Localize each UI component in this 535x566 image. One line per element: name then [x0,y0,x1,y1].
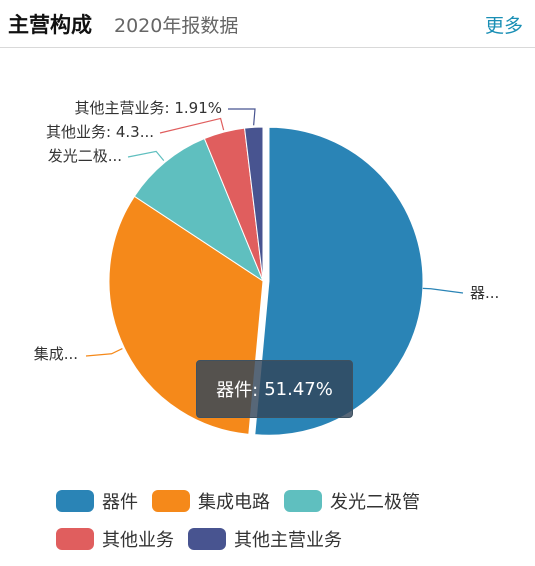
leader-line-0 [422,287,464,294]
more-link[interactable]: 更多 [484,15,523,37]
tooltip-name: 器件: [216,380,259,401]
chart-legend: 器件 集成电路 发光二极管其他业务 其他主营业务 [56,488,526,552]
leader-line-4 [228,108,256,126]
legend-item-1[interactable]: 集成电路 [152,488,270,514]
leader-line-1 [85,348,123,357]
legend-label: 器件 [102,492,138,513]
pie-slice-4[interactable] [244,126,264,282]
pie-slice-2[interactable] [133,137,265,283]
panel-title: 主营构成 [8,13,92,37]
leader-line-2 [127,150,165,161]
legend-item-3[interactable]: 其他业务 [56,526,174,552]
tooltip-value: 51.47% [264,378,333,400]
legend-label: 其他主营业务 [234,530,342,551]
legend-label: 其他业务 [102,530,174,551]
slice-label-2: 发光二极... [48,147,122,165]
pie-chart: 器... 集成... 发光二极... 其他业务: 4.3... 其他主营业务: 1.91… [34,99,499,436]
legend-label: 集成电路 [198,492,270,513]
slice-label-3: 其他业务: 4.3... [46,123,154,141]
panel-subtitle: 2020年报数据 [114,15,239,37]
slice-label-0: 器... [470,284,499,302]
pie-slice-0[interactable] [254,126,424,436]
slice-label-4: 其他主营业务: 1.91% [75,99,222,117]
legend-swatch [152,490,190,512]
legend-swatch [56,490,94,512]
legend-swatch [188,528,226,550]
panel-header: 主营构成 2020年报数据 更多 [0,0,535,48]
legend-item-2[interactable]: 发光二极管 [284,488,420,514]
legend-item-4[interactable]: 其他主营业务 [188,526,342,552]
leader-line-3 [159,117,225,134]
slice-label-1: 集成... [34,345,78,363]
chart-tooltip: 器件: 51.47% [196,360,353,418]
legend-label: 发光二极管 [330,492,420,513]
legend-item-0[interactable]: 器件 [56,488,138,514]
legend-swatch [284,490,322,512]
legend-swatch [56,528,94,550]
